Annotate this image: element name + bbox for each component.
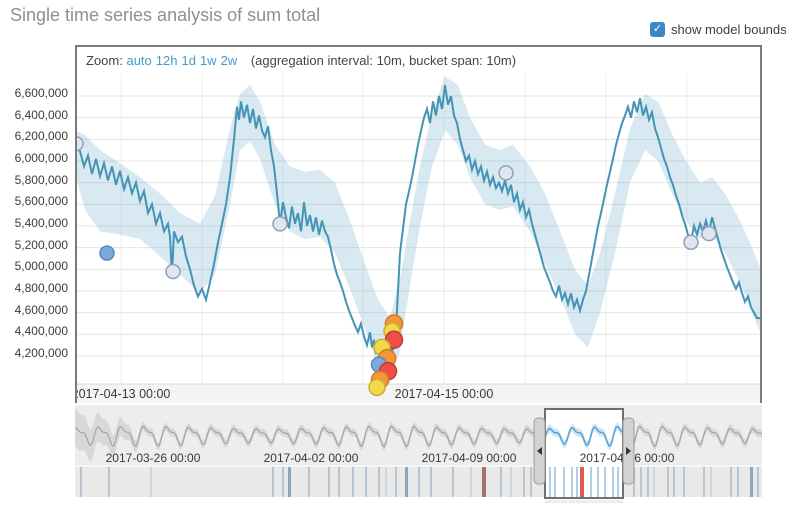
- swimlane-tick: [653, 467, 655, 497]
- y-axis-tick-label: 4,600,000: [14, 302, 68, 317]
- zoom-controls: Zoom: auto 12h 1d 1w 2w (aggregation interva…: [77, 47, 760, 74]
- swimlane-tick: [150, 467, 152, 497]
- page-title: Single time series analysis of sum total: [10, 5, 321, 25]
- swimlane-tick: [352, 467, 354, 497]
- aggregation-info: (aggregation interval: 10m, bucket span:…: [250, 53, 517, 68]
- swimlane-anomaly-tick-critical: [580, 467, 584, 497]
- focus-chart-panel: Zoom: auto 12h 1d 1w 2w (aggregation interva…: [68, 45, 762, 403]
- model-bounds-area: [76, 76, 761, 384]
- show-model-bounds-control: ✓ show model bounds: [650, 22, 787, 37]
- zoom-link-2w[interactable]: 2w: [220, 53, 238, 68]
- swimlane-tick: [571, 467, 573, 497]
- swimlane-tick: [108, 467, 110, 497]
- zoom-link-1d[interactable]: 1d: [181, 53, 196, 68]
- y-axis-tick-label: 6,400,000: [14, 107, 68, 122]
- swimlane-tick: [338, 467, 340, 497]
- swimlane-tick: [703, 467, 705, 497]
- swimlane-tick: [530, 467, 532, 497]
- swimlane-tick: [288, 467, 291, 497]
- swimlane-tick: [750, 467, 753, 497]
- context-tick-label: 2017-04-02 00:00: [264, 451, 359, 465]
- swimlane-tick: [430, 467, 432, 497]
- swimlane-tick: [730, 467, 732, 497]
- swimlane-tick: [683, 467, 685, 497]
- swimlane-tick: [328, 467, 330, 497]
- swimlane-tick: [576, 467, 578, 497]
- swimlane-tick: [710, 467, 712, 497]
- anomaly-marker-low[interactable]: [498, 165, 514, 181]
- swimlane-tick: [554, 467, 556, 497]
- swimlane-tick: [510, 467, 512, 497]
- show-model-bounds-checkbox[interactable]: ✓: [650, 22, 665, 37]
- swimlane-tick: [523, 467, 525, 497]
- swimlane-tick: [365, 467, 367, 497]
- chevron-right-icon: [626, 447, 631, 455]
- swimlane-tick: [418, 467, 420, 497]
- swimlane-tick: [737, 467, 739, 497]
- swimlane-tick: [612, 467, 614, 497]
- swimlane-tick: [405, 467, 408, 497]
- swimlane-tick: [272, 467, 274, 497]
- y-axis-tick-label: 6,000,000: [14, 151, 68, 165]
- y-axis-tick-label: 6,200,000: [14, 129, 68, 144]
- zoom-link-12h[interactable]: 12h: [155, 53, 178, 68]
- swimlane-tick: [395, 467, 397, 497]
- zoom-link-auto[interactable]: auto: [126, 53, 152, 68]
- y-axis-tick-label: 5,400,000: [14, 216, 68, 230]
- anomaly-marker-low[interactable]: [165, 263, 181, 280]
- x-axis-strip: [77, 384, 760, 403]
- y-axis-tick-label: 5,000,000: [14, 259, 68, 274]
- focus-chart[interactable]: 2017-04-13 00:00 2017-04-15 00:00: [68, 74, 761, 403]
- zoom-label: Zoom:: [86, 53, 123, 68]
- swimlane-tick: [385, 467, 387, 497]
- swimlane-tick: [549, 467, 551, 497]
- context-chart[interactable]: 2017-03-26 00:00 2017-04-02 00:00 2017-04-…: [75, 405, 762, 503]
- swimlane-tick: [308, 467, 310, 497]
- swimlane-tick: [604, 467, 606, 497]
- swimlane-tick: [482, 467, 486, 497]
- swimlane-tick: [590, 467, 592, 497]
- anomaly-marker-warning[interactable]: [99, 245, 115, 261]
- y-axis-tick-label: 5,200,000: [14, 237, 68, 252]
- swimlane-tick: [667, 467, 669, 497]
- context-tick-label: 2017-03-26 00:00: [106, 451, 201, 465]
- x-axis-tick-label: 2017-04-15 00:00: [395, 387, 494, 401]
- chevron-left-icon: [537, 447, 542, 455]
- swimlane-tick: [452, 467, 454, 497]
- metric-line: [75, 85, 760, 384]
- y-axis-tick-label: 5,600,000: [14, 194, 68, 209]
- y-axis-tick-label: 4,800,000: [14, 281, 68, 295]
- swimlane-tick: [500, 467, 502, 497]
- y-axis-tick-label: 5,800,000: [14, 172, 68, 187]
- swimlane-tick: [470, 467, 472, 497]
- show-model-bounds-label: show model bounds: [671, 22, 787, 37]
- swimlane-tick: [563, 467, 565, 497]
- swimlane-tick: [597, 467, 599, 497]
- y-axis-tick-label: 4,200,000: [14, 346, 68, 361]
- y-axis-tick-label: 6,600,000: [14, 86, 68, 100]
- swimlane-tick: [647, 467, 649, 497]
- zoom-link-1w[interactable]: 1w: [199, 53, 217, 68]
- swimlane-tick: [757, 467, 759, 497]
- y-axis-tick-label: 4,400,000: [14, 324, 68, 339]
- swimlane-tick: [80, 467, 82, 497]
- anomaly-marker-low[interactable]: [683, 234, 699, 251]
- context-line: [75, 425, 762, 448]
- swimlane-tick: [617, 467, 619, 497]
- context-tick-label: 2017-04-09 00:00: [422, 451, 517, 465]
- swimlane-tick: [378, 467, 380, 497]
- swimlane-tick: [640, 467, 642, 497]
- context-bounds-area: [75, 408, 762, 462]
- swimlane-tick: [282, 467, 284, 497]
- x-axis-tick-label: 2017-04-13 00:00: [77, 387, 170, 401]
- anomaly-marker-low[interactable]: [272, 216, 288, 232]
- swimlane-tick: [673, 467, 675, 497]
- anomaly-marker-minor[interactable]: [368, 378, 386, 397]
- anomaly-marker-low[interactable]: [701, 225, 717, 242]
